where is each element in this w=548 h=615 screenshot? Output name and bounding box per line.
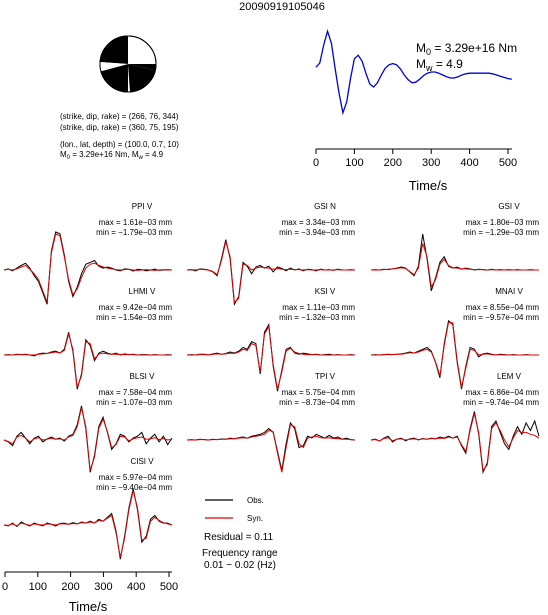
min-amplitude-label: min = −3.94e−03 mm: [279, 228, 355, 237]
min-amplitude-label: min = −8.73e−04 mm: [279, 398, 355, 407]
stf-tick-label: 400: [460, 157, 478, 169]
station-label: MNAI V: [495, 287, 523, 296]
frequency-value: 0.01 − 0.02 (Hz): [204, 560, 276, 571]
synthetic-trace: [3, 233, 172, 303]
mechanism-line-3: (lon., lat, depth) = (100.0, 0.7, 10): [60, 140, 179, 149]
max-amplitude-label: max = 1.80e−03 mm: [466, 218, 540, 227]
mechanism-moment: M0 = 3.29e+16 Nm, Mw = 4.9: [60, 150, 164, 161]
stf-panel: M0 = 3.29e+16 Nm Mw = 4.9 0 100 200 300 400 5…: [313, 28, 517, 193]
synthetic-trace: [4, 332, 172, 388]
synthetic-trace: [186, 241, 355, 304]
mechanism-line-2: (strike, dip, rake) = (360, 75, 195): [60, 123, 179, 132]
station-label: LEM V: [497, 372, 522, 381]
event-id-title: 20090919105046: [239, 1, 325, 13]
synthetic-trace: [371, 322, 539, 388]
min-amplitude-label: min = −1.79e−03 mm: [96, 228, 172, 237]
stf-xlabel: Time/s: [409, 178, 448, 193]
beachball-icon: [99, 35, 157, 93]
stf-tick-label: 200: [384, 157, 402, 169]
max-amplitude-label: max = 5.75e−04 mm: [282, 388, 356, 397]
bottom-tick-label: 500: [160, 581, 178, 593]
mechanism-info: (strike, dip, rake) = (266, 76, 344) (st…: [60, 112, 179, 161]
stf-mw-label: Mw = 4.9: [416, 57, 463, 73]
station-label: BLSI V: [130, 372, 156, 381]
station-label: GSI N: [314, 202, 336, 211]
bottom-tick-label: 0: [2, 581, 8, 593]
station-label: KSI V: [315, 287, 336, 296]
max-amplitude-label: max = 7.58e−04 mm: [99, 388, 173, 397]
min-amplitude-label: min = −9.57e−04 mm: [463, 313, 539, 322]
residual-label: Residual = 0.11: [204, 532, 273, 543]
synthetic-trace: [371, 243, 539, 289]
stf-m0-label: M0 = 3.29e+16 Nm: [416, 41, 517, 57]
synthetic-trace: [3, 407, 173, 471]
max-amplitude-label: max = 3.34e−03 mm: [282, 218, 356, 227]
min-amplitude-label: min = −9.74e−04 mm: [463, 398, 539, 407]
synthetic-trace: [187, 324, 355, 390]
min-amplitude-label: min = −1.29e−03 mm: [463, 228, 539, 237]
observed-trace: [370, 411, 540, 475]
min-amplitude-label: min = −1.54e−03 mm: [96, 313, 172, 322]
bottom-xlabel: Time/s: [69, 599, 108, 614]
observed-trace: [370, 233, 539, 292]
station-label: CISI V: [130, 457, 154, 466]
max-amplitude-label: max = 1.11e−03 mm: [282, 303, 355, 312]
station-label: PPI V: [132, 202, 153, 211]
max-amplitude-label: max = 9.42e−04 mm: [99, 303, 173, 312]
synthetic-trace: [187, 424, 356, 473]
min-amplitude-label: min = −1.32e−03 mm: [279, 313, 355, 322]
frequency-title: Frequency range: [202, 548, 278, 559]
bottom-tick-label: 400: [127, 581, 145, 593]
stf-tick-label: 300: [422, 157, 440, 169]
bottom-x-ticks: 0 100 200 300 400 500: [2, 572, 178, 593]
observed-trace: [186, 322, 356, 392]
stf-curve: [315, 28, 512, 116]
max-amplitude-label: max = 8.55e−04 mm: [466, 303, 540, 312]
synthetic-trace: [3, 490, 173, 558]
stf-tick-label: 500: [499, 157, 517, 169]
bottom-tick-label: 300: [94, 581, 112, 593]
legend-obs-label: Obs.: [247, 496, 264, 505]
max-amplitude-label: max = 5.97e−04 mm: [99, 473, 173, 482]
bottom-time-axis: 0 100 200 300 400 500 Time/s: [2, 571, 178, 614]
max-amplitude-label: max = 6.86e−04 mm: [466, 388, 540, 397]
legend-syn-label: Syn.: [247, 514, 263, 523]
min-amplitude-label: min = −1.07e−03 mm: [96, 398, 172, 407]
min-amplitude-label: min = −9.40e−04 mm: [96, 483, 172, 492]
station-label: GSI V: [498, 202, 520, 211]
max-amplitude-label: max = 1.61e−03 mm: [99, 218, 173, 227]
observed-trace: [3, 488, 173, 560]
station-label: LHMI V: [129, 287, 156, 296]
observed-trace: [186, 421, 356, 471]
legend: Obs. Syn. Residual = 0.11 Frequency rang…: [202, 496, 278, 571]
stf-tick-label: 100: [345, 157, 363, 169]
mechanism-line-1: (strike, dip, rake) = (266, 76, 344): [60, 112, 179, 121]
stf-x-ticks: 0 100 200 300 400 500: [313, 149, 517, 169]
bottom-tick-label: 100: [29, 581, 47, 593]
station-label: TPI V: [315, 372, 336, 381]
stf-tick-label: 0: [313, 157, 319, 169]
bottom-tick-label: 200: [61, 581, 79, 593]
synthetic-trace: [370, 413, 540, 472]
